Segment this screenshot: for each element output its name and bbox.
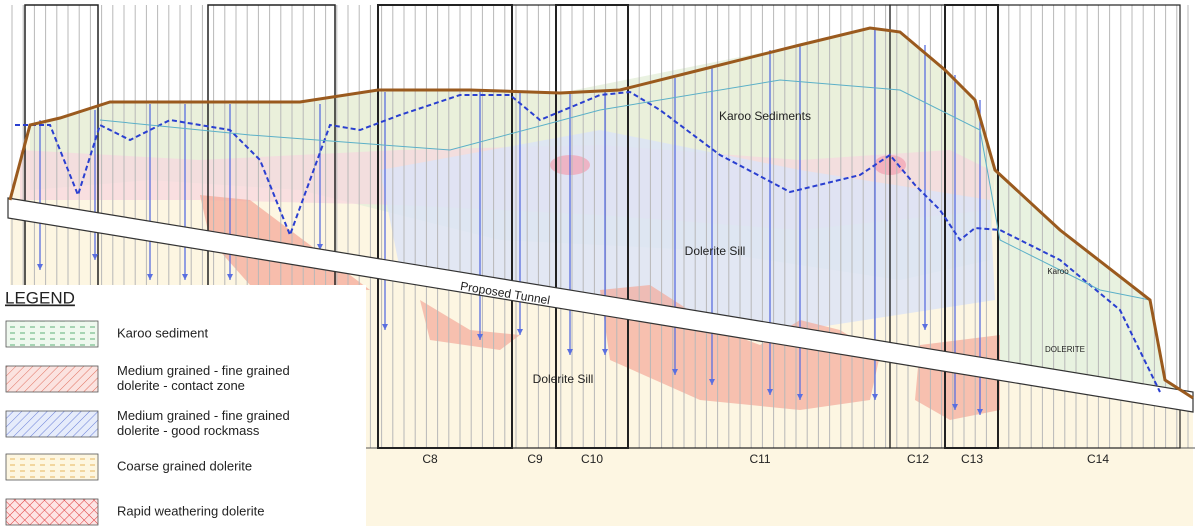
zone-label: Karoo (1047, 267, 1069, 276)
zone-label: DOLERITE (1045, 345, 1085, 354)
legend-swatch (6, 499, 98, 525)
cross-section: Proposed Tunnel Karoo Sediments Dolerite… (0, 0, 1195, 526)
section-label: C10 (581, 452, 603, 466)
legend-swatch (6, 411, 98, 437)
legend-swatch (6, 454, 98, 480)
legend-label: dolerite - contact zone (117, 378, 245, 393)
legend-swatch (6, 321, 98, 347)
legend-label: Karoo sediment (117, 325, 208, 340)
zone-label: Karoo Sediments (719, 109, 811, 123)
section-label: C13 (961, 452, 983, 466)
zone-label: Dolerite Sill (685, 244, 746, 258)
legend-label: Medium grained - fine grained (117, 408, 290, 423)
section-label: C11 (749, 452, 770, 466)
zone-label: Dolerite Sill (533, 372, 594, 386)
section-label: C14 (1087, 452, 1109, 466)
section-label: C8 (422, 452, 438, 466)
legend-label: Rapid weathering dolerite (117, 503, 264, 518)
legend-swatch (6, 366, 98, 392)
legend-title: LEGEND (5, 288, 75, 307)
legend-label: dolerite - good rockmass (117, 423, 260, 438)
legend-label: Medium grained - fine grained (117, 363, 290, 378)
section-label: C9 (527, 452, 543, 466)
legend-label: Coarse grained dolerite (117, 458, 252, 473)
section-label: C12 (907, 452, 929, 466)
